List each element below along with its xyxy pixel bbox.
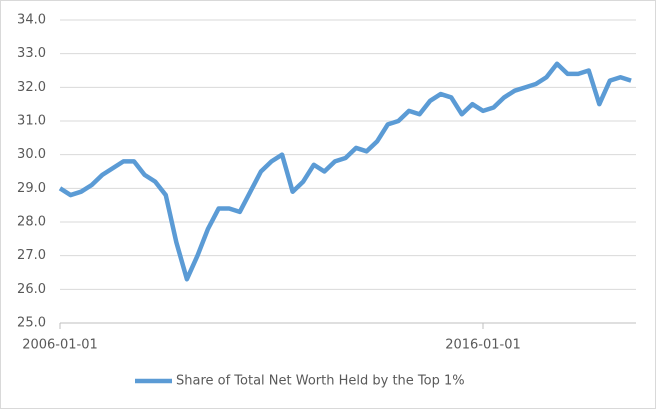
data-line xyxy=(58,61,632,282)
y-tick-label: 33.0 xyxy=(17,46,46,61)
y-tick-label: 34.0 xyxy=(17,13,46,28)
y-tick-label: 31.0 xyxy=(17,114,46,129)
legend-label: Share of Total Net Worth Held by the Top… xyxy=(176,374,465,389)
y-tick-label: 26.0 xyxy=(17,282,46,297)
y-tick-label: 28.0 xyxy=(17,215,46,230)
y-tick-label: 27.0 xyxy=(17,248,46,263)
y-tick-label: 32.0 xyxy=(17,80,46,95)
y-tick-label: 30.0 xyxy=(17,147,46,162)
y-tick-label: 29.0 xyxy=(17,181,46,196)
x-tick-label: 2006-01-01 xyxy=(22,338,98,353)
y-tick-label: 25.0 xyxy=(17,316,46,331)
x-tick-label: 2016-01-01 xyxy=(445,338,521,353)
